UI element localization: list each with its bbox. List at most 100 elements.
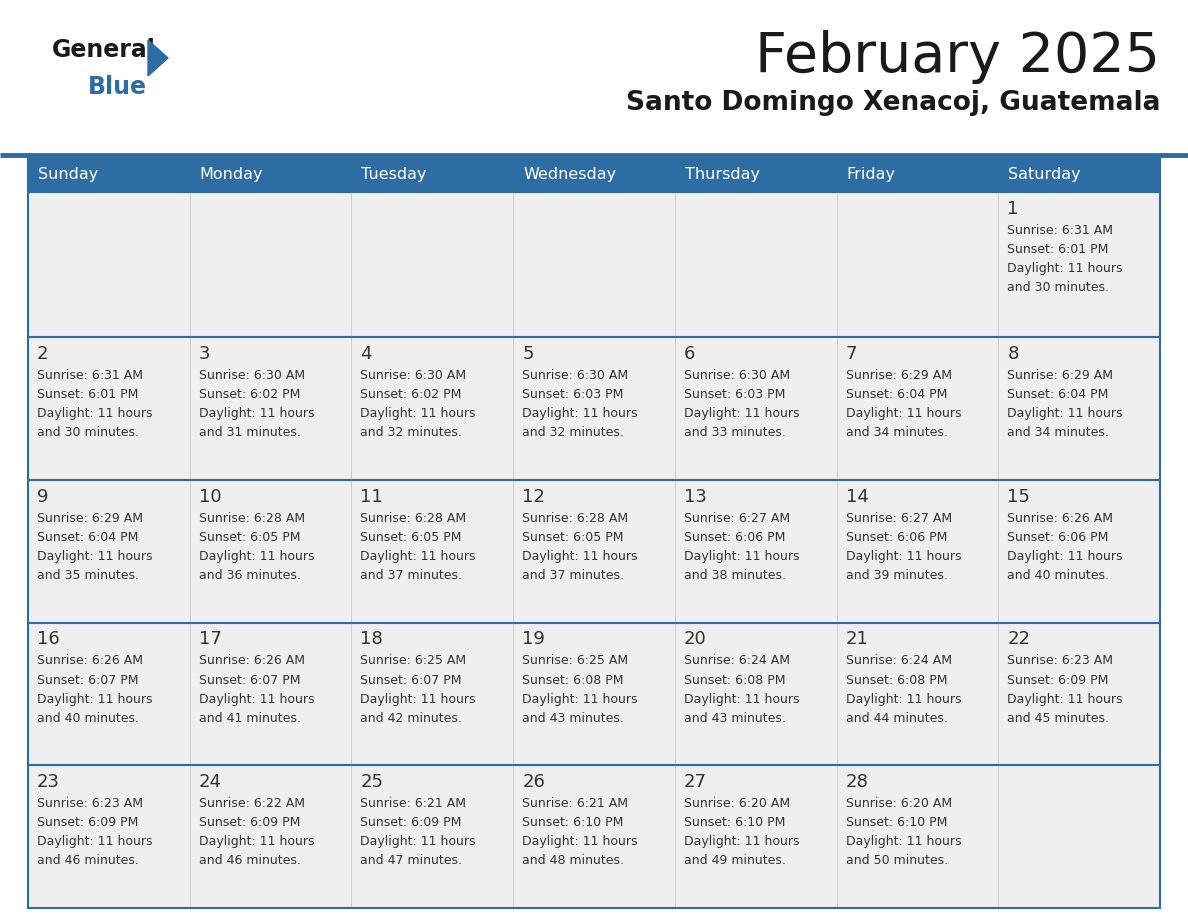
Text: Sunset: 6:05 PM: Sunset: 6:05 PM: [360, 531, 462, 543]
Text: Sunset: 6:06 PM: Sunset: 6:06 PM: [846, 531, 947, 543]
Text: 24: 24: [198, 773, 222, 791]
Text: Sunset: 6:06 PM: Sunset: 6:06 PM: [1007, 531, 1108, 543]
Text: and 50 minutes.: and 50 minutes.: [846, 855, 948, 868]
Text: 14: 14: [846, 487, 868, 506]
Text: Sunrise: 6:28 AM: Sunrise: 6:28 AM: [523, 511, 628, 525]
Text: and 46 minutes.: and 46 minutes.: [37, 855, 139, 868]
Bar: [675, 480, 836, 622]
Text: Sunrise: 6:26 AM: Sunrise: 6:26 AM: [1007, 511, 1113, 525]
Text: 27: 27: [684, 773, 707, 791]
Text: and 47 minutes.: and 47 minutes.: [360, 855, 462, 868]
Bar: [513, 622, 675, 766]
Text: 5: 5: [523, 345, 533, 363]
Bar: [352, 622, 513, 766]
Text: Daylight: 11 hours: Daylight: 11 hours: [684, 692, 800, 706]
Text: Sunset: 6:09 PM: Sunset: 6:09 PM: [37, 816, 138, 829]
Text: 28: 28: [846, 773, 868, 791]
Text: Sunset: 6:01 PM: Sunset: 6:01 PM: [37, 388, 138, 401]
Bar: [836, 622, 998, 766]
Bar: [29, 156, 190, 192]
Bar: [190, 480, 352, 622]
Text: Daylight: 11 hours: Daylight: 11 hours: [684, 550, 800, 563]
Text: Sunset: 6:02 PM: Sunset: 6:02 PM: [360, 388, 462, 401]
Bar: [998, 766, 1159, 908]
Text: Sunset: 6:07 PM: Sunset: 6:07 PM: [360, 674, 462, 687]
Text: Saturday: Saturday: [1009, 166, 1081, 182]
Text: Sunrise: 6:26 AM: Sunrise: 6:26 AM: [198, 655, 304, 667]
Text: Sunday: Sunday: [38, 166, 99, 182]
Text: Daylight: 11 hours: Daylight: 11 hours: [1007, 262, 1123, 275]
Text: Daylight: 11 hours: Daylight: 11 hours: [846, 692, 961, 706]
Text: Daylight: 11 hours: Daylight: 11 hours: [37, 835, 152, 848]
Text: and 44 minutes.: and 44 minutes.: [846, 711, 948, 724]
Text: Sunset: 6:06 PM: Sunset: 6:06 PM: [684, 531, 785, 543]
Text: and 32 minutes.: and 32 minutes.: [523, 426, 624, 439]
Text: Daylight: 11 hours: Daylight: 11 hours: [684, 835, 800, 848]
Text: 8: 8: [1007, 345, 1018, 363]
Text: 15: 15: [1007, 487, 1030, 506]
Text: Sunrise: 6:30 AM: Sunrise: 6:30 AM: [523, 369, 628, 382]
Text: and 39 minutes.: and 39 minutes.: [846, 569, 948, 582]
Bar: [352, 337, 513, 480]
Bar: [513, 766, 675, 908]
Text: and 31 minutes.: and 31 minutes.: [198, 426, 301, 439]
Text: Sunset: 6:10 PM: Sunset: 6:10 PM: [523, 816, 624, 829]
Text: and 32 minutes.: and 32 minutes.: [360, 426, 462, 439]
Text: 18: 18: [360, 631, 384, 648]
Text: Daylight: 11 hours: Daylight: 11 hours: [198, 692, 314, 706]
Text: Sunset: 6:05 PM: Sunset: 6:05 PM: [523, 531, 624, 543]
Bar: [836, 156, 998, 192]
Bar: [675, 622, 836, 766]
Text: Sunrise: 6:23 AM: Sunrise: 6:23 AM: [1007, 655, 1113, 667]
Text: 20: 20: [684, 631, 707, 648]
Text: and 40 minutes.: and 40 minutes.: [37, 711, 139, 724]
Text: Sunrise: 6:26 AM: Sunrise: 6:26 AM: [37, 655, 143, 667]
Text: Sunset: 6:04 PM: Sunset: 6:04 PM: [1007, 388, 1108, 401]
Bar: [29, 337, 190, 480]
Text: Daylight: 11 hours: Daylight: 11 hours: [684, 407, 800, 420]
Text: 4: 4: [360, 345, 372, 363]
Text: Sunrise: 6:27 AM: Sunrise: 6:27 AM: [846, 511, 952, 525]
Text: Daylight: 11 hours: Daylight: 11 hours: [37, 692, 152, 706]
Bar: [29, 480, 190, 622]
Text: and 42 minutes.: and 42 minutes.: [360, 711, 462, 724]
Text: 9: 9: [37, 487, 49, 506]
Text: Daylight: 11 hours: Daylight: 11 hours: [846, 407, 961, 420]
Text: Daylight: 11 hours: Daylight: 11 hours: [1007, 692, 1123, 706]
Text: 12: 12: [523, 487, 545, 506]
Text: 11: 11: [360, 487, 384, 506]
Text: Sunset: 6:10 PM: Sunset: 6:10 PM: [684, 816, 785, 829]
Text: Daylight: 11 hours: Daylight: 11 hours: [1007, 407, 1123, 420]
Text: and 37 minutes.: and 37 minutes.: [523, 569, 624, 582]
Text: Sunset: 6:04 PM: Sunset: 6:04 PM: [846, 388, 947, 401]
Text: Sunset: 6:07 PM: Sunset: 6:07 PM: [37, 674, 139, 687]
Text: and 35 minutes.: and 35 minutes.: [37, 569, 139, 582]
Text: Daylight: 11 hours: Daylight: 11 hours: [37, 550, 152, 563]
Text: 7: 7: [846, 345, 857, 363]
Text: and 36 minutes.: and 36 minutes.: [198, 569, 301, 582]
Text: 16: 16: [37, 631, 59, 648]
Text: and 30 minutes.: and 30 minutes.: [1007, 281, 1110, 294]
Text: Sunrise: 6:30 AM: Sunrise: 6:30 AM: [684, 369, 790, 382]
Text: Daylight: 11 hours: Daylight: 11 hours: [360, 407, 476, 420]
Text: Daylight: 11 hours: Daylight: 11 hours: [198, 407, 314, 420]
Text: 26: 26: [523, 773, 545, 791]
Text: Sunset: 6:04 PM: Sunset: 6:04 PM: [37, 531, 138, 543]
Text: General: General: [52, 38, 156, 62]
Text: Sunrise: 6:20 AM: Sunrise: 6:20 AM: [684, 797, 790, 811]
Text: Sunset: 6:08 PM: Sunset: 6:08 PM: [846, 674, 947, 687]
Text: Sunset: 6:05 PM: Sunset: 6:05 PM: [198, 531, 301, 543]
Text: 10: 10: [198, 487, 221, 506]
Text: Daylight: 11 hours: Daylight: 11 hours: [198, 550, 314, 563]
Text: Sunrise: 6:29 AM: Sunrise: 6:29 AM: [1007, 369, 1113, 382]
Text: Sunrise: 6:28 AM: Sunrise: 6:28 AM: [198, 511, 305, 525]
Text: Santo Domingo Xenacoj, Guatemala: Santo Domingo Xenacoj, Guatemala: [626, 90, 1159, 116]
Text: 25: 25: [360, 773, 384, 791]
Text: 19: 19: [523, 631, 545, 648]
Text: 22: 22: [1007, 631, 1030, 648]
Bar: [513, 480, 675, 622]
Polygon shape: [148, 40, 168, 76]
Text: Sunset: 6:08 PM: Sunset: 6:08 PM: [684, 674, 785, 687]
Text: Friday: Friday: [847, 166, 896, 182]
Bar: [513, 192, 675, 337]
